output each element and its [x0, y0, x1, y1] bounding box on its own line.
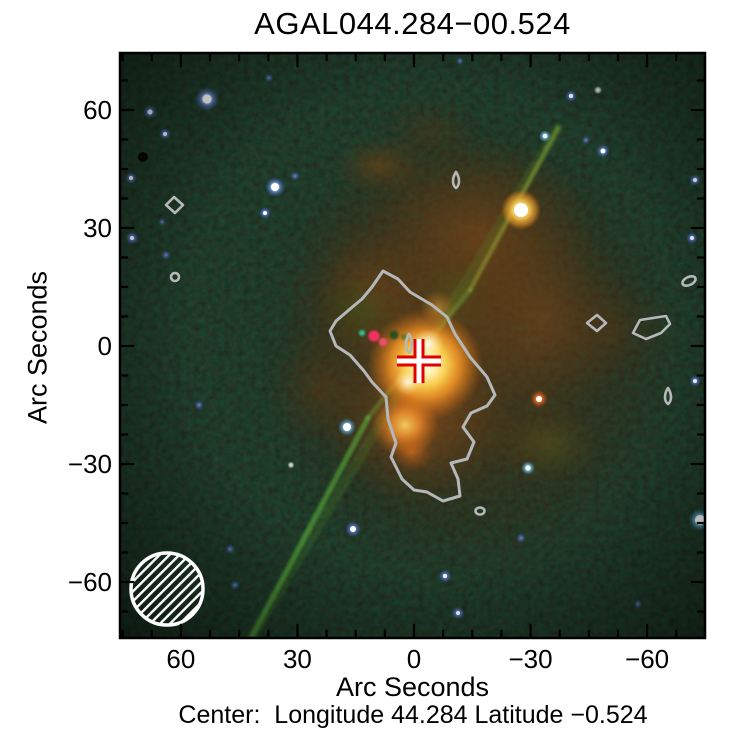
contour [681, 275, 697, 287]
contour [404, 332, 414, 355]
contour [585, 313, 608, 333]
source-cross-marker [397, 339, 441, 383]
contour [451, 170, 461, 190]
x-tick-label: −60 [625, 644, 670, 674]
y-tick-label: 30 [83, 213, 112, 243]
y-tick-label: 0 [97, 331, 112, 361]
plot-frame [118, 51, 707, 640]
contour [631, 314, 672, 341]
y-tick-label: 60 [83, 95, 112, 125]
x-tick-label: −30 [508, 644, 553, 674]
y-tick-label: −60 [67, 566, 112, 597]
x-axis-label: Arc Seconds [335, 672, 490, 702]
contour-main [328, 269, 497, 503]
sky-content [120, 53, 705, 638]
beam-icon [129, 551, 205, 627]
page-title: AGAL044.284−00.524 [254, 6, 571, 41]
contour [164, 195, 185, 215]
intensity-contours [164, 170, 697, 516]
x-tick-label: 0 [406, 644, 422, 674]
contour [169, 271, 181, 283]
contour [474, 506, 486, 516]
x-tick-label: 30 [282, 644, 312, 674]
center-coordinates-caption: Center: Longitude 44.284 Latitude −0.524 [178, 701, 648, 729]
x-tick-label: 60 [166, 644, 196, 674]
axis-ticks [121, 54, 704, 637]
y-tick-label: −30 [67, 448, 112, 479]
contour [663, 386, 673, 406]
